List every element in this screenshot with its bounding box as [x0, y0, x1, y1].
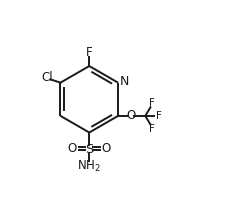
Text: F: F	[155, 111, 161, 121]
Text: O: O	[126, 109, 135, 122]
Text: NH$_2$: NH$_2$	[77, 158, 101, 174]
Text: S: S	[85, 143, 93, 156]
Text: F: F	[149, 98, 154, 108]
Text: F: F	[149, 124, 154, 134]
Text: F: F	[86, 46, 92, 59]
Text: Cl: Cl	[41, 72, 52, 84]
Text: O: O	[101, 142, 111, 155]
Text: O: O	[67, 142, 76, 155]
Text: N: N	[119, 75, 128, 88]
